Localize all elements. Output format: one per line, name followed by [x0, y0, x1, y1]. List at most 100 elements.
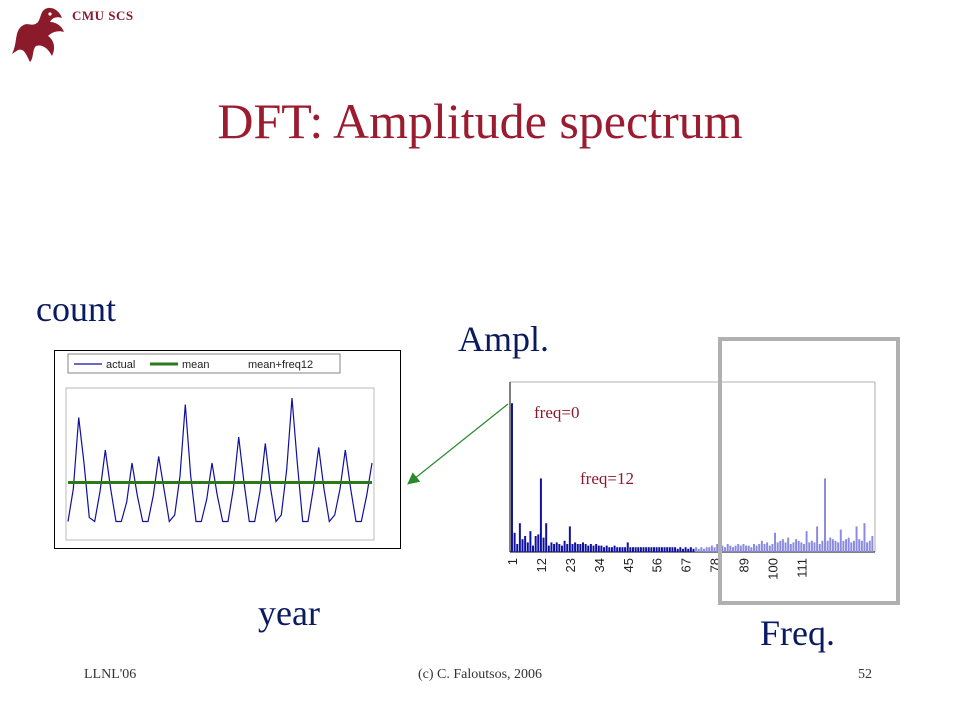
x-tick-label: 78 [708, 558, 723, 572]
series-line-actual [67, 397, 373, 523]
spectrum-bar [616, 547, 619, 552]
spectrum-bar [539, 478, 542, 552]
spectrum-bar [579, 544, 582, 552]
spectrum-bar [805, 531, 808, 552]
spectrum-bar [700, 547, 703, 552]
spectrum-bar [629, 547, 632, 552]
spectrum-bar [592, 545, 595, 552]
spectrum-bar [866, 542, 869, 552]
spectrum-bar [792, 542, 795, 552]
x-tick-label: 34 [592, 558, 607, 572]
spectrum-bar [571, 544, 574, 552]
spectrum-bar [605, 545, 608, 552]
spectrum-bar [802, 544, 805, 552]
spectrum-bar [639, 547, 642, 552]
spectrum-bar [545, 523, 548, 552]
spectrum-bar [800, 542, 803, 552]
spectrum-bar [787, 537, 790, 552]
brand-label: CMU SCS [72, 8, 134, 23]
spectrum-bar [855, 526, 858, 552]
spectrum-bar [860, 540, 863, 552]
year-axis-label: year [258, 593, 320, 633]
spectrum-bar [710, 545, 713, 552]
spectrum-bar [810, 540, 813, 552]
spectrum-bar [737, 544, 740, 552]
spectrum-bar [789, 544, 792, 552]
legend-entry-mean: mean [182, 359, 210, 371]
footer-copyright: (c) C. Faloutsos, 2006 [417, 667, 543, 682]
spectrum-bar [824, 478, 826, 552]
spectrum-bar [582, 542, 584, 552]
spectrum-bar [758, 544, 761, 552]
spectrum-bar [560, 545, 563, 552]
spectrum-bar [821, 540, 824, 552]
annotation-freq-0: freq=0 [534, 403, 579, 422]
spectrum-bar [555, 542, 558, 552]
spectrum-bar [697, 548, 700, 552]
spectrum-bar [766, 542, 769, 552]
spectrum-bar [795, 539, 798, 552]
spectrum-bar [695, 547, 698, 552]
spectrum-bar [626, 542, 629, 552]
x-tick-label: 56 [650, 558, 665, 572]
spectrum-bar [663, 547, 666, 552]
spectrum-bar [779, 540, 782, 552]
spectrum-bar [650, 547, 653, 552]
spectrum-bar [568, 526, 571, 552]
spectrum-bar [863, 523, 866, 552]
spectrum-bar [839, 529, 842, 552]
spectrum-bar [834, 540, 837, 552]
plot-area [65, 387, 375, 541]
spectrum-bar [668, 547, 671, 552]
spectrum-bar [518, 523, 521, 552]
spectrum-bar [826, 540, 829, 552]
spectrum-bar [713, 547, 716, 552]
spectrum-bar [742, 544, 745, 552]
spectrum-bar [774, 532, 777, 552]
spectrum-bar [845, 539, 848, 552]
spectrum-bar [829, 537, 832, 552]
spectrum-bar [703, 548, 705, 552]
spectrum-bar [763, 544, 766, 552]
spectrum-bar [676, 548, 679, 552]
x-tick-label: 23 [563, 558, 578, 572]
x-tick-label: 111 [794, 558, 809, 578]
spectrum-bar [634, 547, 637, 552]
spectrum-bar [687, 548, 690, 552]
spectrum-bar [563, 540, 566, 552]
spectrum-bar [574, 542, 577, 552]
spectrum-bar [837, 542, 840, 552]
spectrum-bar [753, 544, 755, 552]
spectrum-bar [595, 544, 598, 552]
footer-venue: LLNL'06 [84, 667, 137, 682]
spectrum-bar [708, 547, 711, 552]
spectrum-bar [513, 532, 516, 552]
spectrum-bar [734, 545, 737, 552]
spectrum-bar [813, 542, 816, 552]
spectrum-bar [534, 536, 537, 552]
spectrum-bar [589, 544, 592, 552]
page-number: 52 [858, 667, 872, 682]
amplitude-axis-label: Ampl. [458, 319, 550, 359]
spectrum-bar [516, 544, 519, 552]
spectrum-bar [768, 545, 771, 552]
spectrum-bar [852, 540, 855, 552]
spectrum-bar [726, 544, 729, 552]
slide-title: DFT: Amplitude spectrum [217, 93, 743, 149]
x-tick-label: 100 [766, 558, 781, 580]
spectrum-bar [647, 547, 650, 552]
spectrum-bar [610, 547, 613, 552]
spectrum-bar [618, 547, 621, 552]
spectrum-bar [658, 547, 661, 552]
spectrum-bar [745, 545, 748, 552]
spectrum-bar [642, 547, 645, 552]
spectrum-bar [632, 547, 634, 552]
spectrum-bar [587, 545, 590, 552]
spectrum-bar [542, 537, 545, 552]
spectrum-bar [547, 545, 550, 552]
time-series-chart: actual mean mean+freq12 [54, 350, 401, 549]
spectrum-bar [553, 544, 556, 552]
spectrum-bar [755, 545, 758, 552]
spectrum-bar [613, 545, 616, 552]
legend-box [67, 353, 341, 374]
